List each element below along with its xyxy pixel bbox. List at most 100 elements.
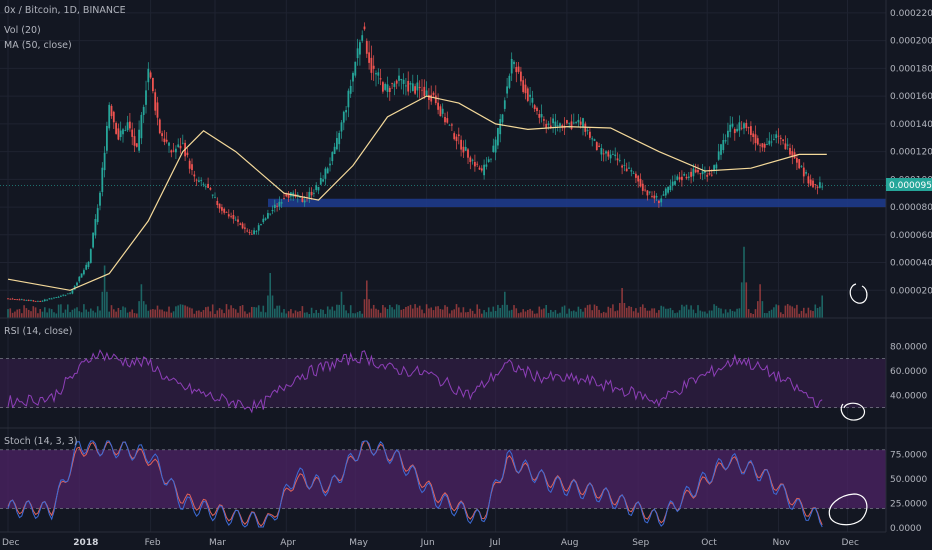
candle-body bbox=[214, 196, 216, 198]
volume-bar bbox=[306, 312, 308, 318]
candle-body bbox=[773, 138, 775, 140]
volume-bar bbox=[591, 310, 593, 318]
candle-body bbox=[756, 138, 759, 145]
volume-bar bbox=[94, 312, 97, 318]
volume-bar bbox=[60, 304, 62, 318]
volume-bar bbox=[533, 313, 536, 318]
time-axis[interactable]: Dec 2018 Feb Mar Apr May Jun Jul Aug Sep Oct Nov Dec bbox=[2, 538, 859, 548]
candle-body bbox=[32, 300, 35, 302]
volume-bar bbox=[573, 310, 575, 318]
volume-bar bbox=[149, 309, 152, 318]
candle-body bbox=[329, 163, 331, 166]
volume-bar bbox=[361, 313, 363, 318]
candle-body bbox=[18, 299, 21, 301]
volume-bar bbox=[451, 310, 453, 318]
candle-body bbox=[786, 144, 789, 146]
symbol-title[interactable]: 0x / Bitcoin, 1D, BINANCE bbox=[4, 5, 126, 16]
volume-bar bbox=[400, 309, 403, 318]
volume-bar bbox=[743, 246, 745, 318]
volume-bar bbox=[398, 305, 400, 318]
rsi-indicator-label[interactable]: RSI (14, close) bbox=[4, 326, 72, 337]
volume-bar bbox=[207, 306, 209, 318]
volume-bar bbox=[260, 311, 262, 318]
candle-body bbox=[227, 214, 230, 217]
candle-body bbox=[276, 205, 278, 207]
stoch-d-line bbox=[7, 440, 823, 527]
volume-bar bbox=[53, 312, 55, 318]
rsi-line bbox=[7, 349, 823, 414]
candle-body bbox=[637, 175, 640, 182]
candle-body bbox=[674, 181, 676, 185]
volume-bar bbox=[605, 312, 607, 318]
candle-body bbox=[522, 80, 525, 92]
rsi-axis[interactable]: 80.0000 60.0000 40.0000 bbox=[890, 342, 927, 401]
candle-body bbox=[494, 139, 497, 153]
candle-body bbox=[655, 196, 658, 198]
candle-body bbox=[71, 289, 74, 294]
candle-body bbox=[25, 300, 28, 301]
candle-body bbox=[727, 130, 729, 138]
volume-bar bbox=[106, 291, 108, 318]
volume-bar bbox=[602, 311, 605, 318]
volume-bar bbox=[731, 310, 734, 318]
candle-body bbox=[704, 171, 706, 173]
volume-bar bbox=[559, 312, 561, 318]
price-tick-label: 0.00006000 bbox=[890, 231, 932, 241]
candle-body bbox=[554, 121, 557, 127]
volume-bar bbox=[161, 309, 163, 318]
volume-bar bbox=[775, 304, 777, 318]
price-axis[interactable]: 0.00022000 0.00020000 0.00018000 0.00016000… bbox=[890, 9, 932, 296]
candle-body bbox=[745, 122, 748, 129]
candle-body bbox=[207, 183, 209, 188]
volume-bar bbox=[377, 309, 380, 318]
rsi-band bbox=[0, 358, 886, 409]
volume-bar bbox=[796, 304, 798, 318]
candle-body bbox=[556, 125, 559, 127]
candle-body bbox=[315, 185, 318, 190]
candle-body bbox=[591, 138, 594, 140]
volume-bar bbox=[343, 304, 345, 318]
stoch-indicator-label[interactable]: Stoch (14, 3, 3) bbox=[4, 436, 78, 447]
candle-body bbox=[510, 58, 513, 74]
volume-bar bbox=[83, 304, 85, 318]
candle-body bbox=[271, 209, 274, 212]
candle-body bbox=[278, 201, 281, 207]
candle-body bbox=[354, 61, 357, 76]
volume-bar bbox=[619, 303, 621, 318]
volume-bar bbox=[363, 299, 366, 318]
price-tick-label: 0.00014000 bbox=[890, 120, 932, 130]
price-tick-label: 0.00012000 bbox=[890, 148, 932, 158]
volume-bar bbox=[145, 304, 147, 318]
ma-indicator-label[interactable]: MA (50, close) bbox=[4, 40, 72, 51]
volume-bar bbox=[550, 309, 552, 318]
volume-bar bbox=[230, 305, 232, 318]
candle-body bbox=[579, 121, 582, 125]
volume-bar bbox=[814, 304, 817, 318]
volume-bar bbox=[504, 291, 506, 318]
volume-bar bbox=[763, 313, 766, 318]
volume-bar bbox=[122, 306, 124, 318]
candle-body bbox=[614, 154, 617, 157]
volume-bar bbox=[126, 312, 129, 318]
price-tick-label: 0.00018000 bbox=[890, 64, 932, 74]
volume-bar bbox=[191, 308, 193, 318]
stoch-axis[interactable]: 75.0000 50.0000 25.0000 0.0000 bbox=[890, 451, 927, 534]
candle-body bbox=[250, 233, 253, 235]
stoch-tick-label: 50.0000 bbox=[890, 475, 927, 485]
candle-body bbox=[451, 124, 453, 126]
candle-body bbox=[361, 35, 364, 41]
candle-body bbox=[453, 133, 456, 140]
candle-body bbox=[506, 86, 508, 94]
volume-bar bbox=[405, 306, 407, 318]
candle-body bbox=[135, 143, 138, 147]
volume-bar bbox=[375, 308, 377, 318]
volume-bar bbox=[642, 304, 644, 318]
annotation-circle-stoch bbox=[828, 493, 868, 526]
volume-bar bbox=[115, 311, 117, 318]
candle-body bbox=[612, 153, 614, 155]
candle-body bbox=[16, 299, 19, 301]
vol-indicator-label[interactable]: Vol (20) bbox=[4, 25, 41, 36]
candle-body bbox=[365, 41, 368, 54]
volume-bar bbox=[646, 310, 649, 318]
candle-body bbox=[687, 176, 690, 178]
